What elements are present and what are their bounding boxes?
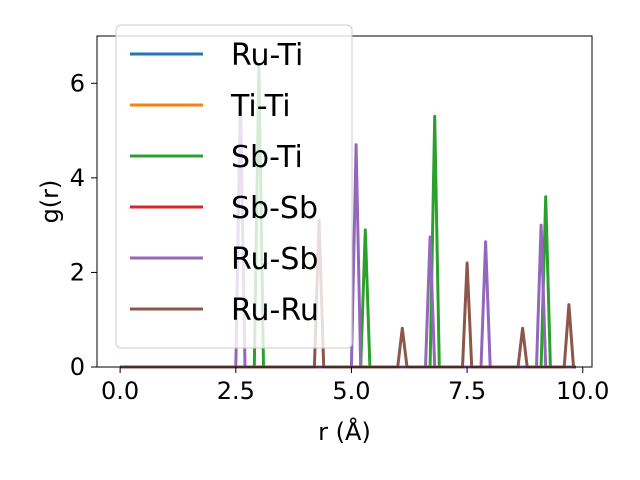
legend-label: Ti-Ti bbox=[230, 89, 291, 124]
legend-label: Sb-Ti bbox=[231, 140, 303, 175]
y-tick-label: 4 bbox=[70, 164, 85, 192]
legend-label: Ru-Sb bbox=[231, 242, 318, 277]
y-tick-label: 0 bbox=[70, 353, 85, 381]
x-tick-label: 2.5 bbox=[217, 377, 255, 405]
y-axis-label: g(r) bbox=[36, 180, 64, 224]
legend-entry-ti-ti: Ti-Ti bbox=[130, 89, 291, 124]
y-tick-label: 6 bbox=[70, 69, 85, 97]
x-tick-label: 10.0 bbox=[556, 377, 609, 405]
legend-entry-sb-sb: Sb-Sb bbox=[130, 191, 318, 226]
legend-entry-ru-sb: Ru-Sb bbox=[130, 242, 318, 277]
legend-label: Ru-Ru bbox=[231, 293, 319, 328]
legend-entry-ru-ru: Ru-Ru bbox=[130, 293, 319, 328]
legend-label: Ru-Ti bbox=[231, 38, 303, 73]
legend: Ru-Ti Ti-Ti Sb-Ti Sb-Sb Ru-Sb Ru-Ru bbox=[115, 24, 353, 349]
legend-entry-ru-ti: Ru-Ti bbox=[130, 38, 303, 73]
x-axis-ticks: 0.0 2.5 5.0 7.5 10.0 bbox=[101, 367, 609, 405]
legend-label: Sb-Sb bbox=[231, 191, 318, 226]
x-tick-label: 0.0 bbox=[101, 377, 139, 405]
y-tick-label: 2 bbox=[70, 258, 85, 286]
x-axis-label: r (Å) bbox=[318, 417, 371, 446]
x-tick-label: 7.5 bbox=[448, 377, 486, 405]
legend-entry-sb-ti: Sb-Ti bbox=[130, 140, 303, 175]
y-axis-ticks: 0 2 4 6 bbox=[70, 69, 97, 381]
x-tick-label: 5.0 bbox=[332, 377, 370, 405]
